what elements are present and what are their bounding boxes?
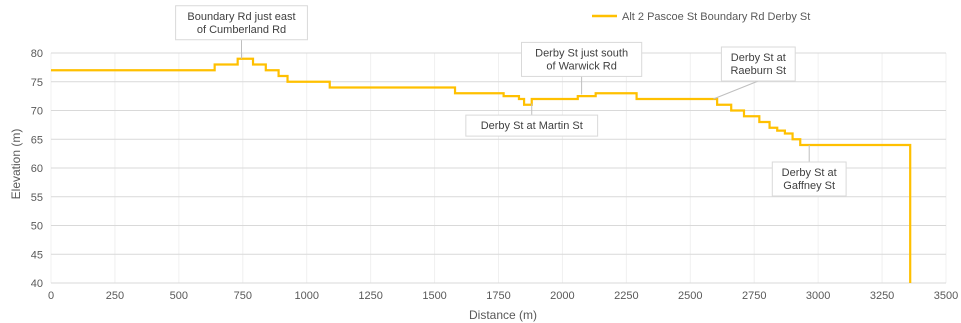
- y-axis-title: Elevation (m): [9, 129, 23, 200]
- annotation-box: [720, 46, 796, 82]
- x-tick-label: 250: [106, 290, 124, 302]
- x-tick-label: 2000: [550, 290, 574, 302]
- x-tick-label: 2250: [614, 290, 638, 302]
- x-tick-label: 1000: [294, 290, 318, 302]
- x-tick-label: 750: [234, 290, 252, 302]
- annotation-box: [175, 5, 308, 41]
- y-tick-label: 55: [31, 192, 43, 204]
- y-tick-label: 75: [31, 77, 43, 89]
- x-tick-label: 0: [48, 290, 54, 302]
- annotation: Derby St at Martin St: [465, 103, 599, 137]
- legend-label: Alt 2 Pascoe St Boundary Rd Derby St: [622, 11, 810, 23]
- annotation-leader: [713, 80, 759, 100]
- y-tick-label: 50: [31, 221, 43, 233]
- y-tick-label: 60: [31, 163, 43, 175]
- y-tick-label: 65: [31, 134, 43, 146]
- annotation-label: Raeburn St: [730, 65, 786, 77]
- x-tick-label: 1750: [486, 290, 510, 302]
- x-tick-label: 1500: [422, 290, 446, 302]
- x-tick-label: 3000: [806, 290, 830, 302]
- x-tick-label: 2750: [742, 290, 766, 302]
- x-tick-label: 3250: [870, 290, 894, 302]
- x-tick-label: 3500: [934, 290, 958, 302]
- annotation-label: Derby St at: [782, 167, 837, 179]
- annotation-label: Gaffney St: [783, 180, 835, 192]
- y-tick-label: 45: [31, 249, 43, 261]
- annotation-label: Derby St just south: [535, 47, 628, 59]
- annotation-box: [465, 114, 599, 137]
- y-tick-label: 80: [31, 48, 43, 60]
- y-tick-label: 40: [31, 278, 43, 290]
- legend: Alt 2 Pascoe St Boundary Rd Derby St: [592, 11, 810, 23]
- annotation-label: Derby St at Martin St: [481, 120, 583, 132]
- annotation-label: Derby St at: [731, 52, 786, 64]
- x-tick-labels: 0 250 500 750 1000 1250 1500 1750 2000 2250 2500 27…: [48, 290, 958, 302]
- x-tick-label: 1250: [358, 290, 382, 302]
- annotation-label: Boundary Rd just east: [187, 11, 295, 23]
- y-tick-labels: 40 45 50 55 60 65 70 75 80: [31, 48, 43, 290]
- x-tick-label: 500: [170, 290, 188, 302]
- x-tick-label: 2500: [678, 290, 702, 302]
- series-line: [51, 57, 912, 283]
- annotation-label: of Warwick Rd: [546, 60, 617, 72]
- annotation-box: [771, 161, 847, 197]
- y-tick-label: 70: [31, 106, 43, 118]
- annotation-label: of Cumberland Rd: [197, 24, 286, 36]
- series-layer: [51, 57, 912, 283]
- x-axis-title: Distance (m): [469, 308, 537, 322]
- annotation-box: [521, 41, 643, 77]
